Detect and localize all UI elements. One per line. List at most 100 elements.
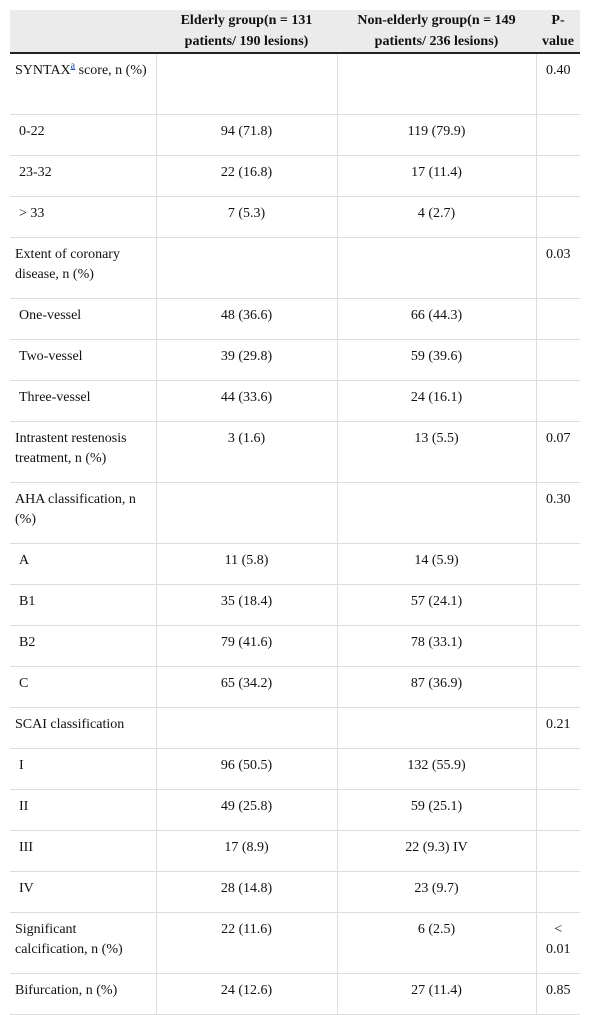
- p-value: [535, 339, 580, 381]
- nonelderly-value: 78 (33.1): [336, 625, 536, 667]
- header-nonelderly: Non-elderly group(n = 149 patients/ 236 …: [337, 10, 536, 54]
- nonelderly-value: 4 (2.7): [336, 196, 536, 238]
- p-value: [535, 380, 580, 422]
- row-label: B1: [10, 584, 156, 626]
- table-row: One-vessel 48 (36.6) 66 (44.3): [10, 298, 580, 340]
- row-label: Bifurcation, n (%): [10, 973, 156, 1015]
- p-value: [535, 789, 580, 831]
- p-value: [535, 114, 580, 156]
- p-value: [535, 830, 580, 872]
- elderly-value: [155, 53, 337, 115]
- table-row: > 33 7 (5.3) 4 (2.7): [10, 196, 580, 238]
- row-label: 0-22: [10, 114, 156, 156]
- row-label: A: [10, 543, 156, 585]
- elderly-value: 24 (12.6): [155, 973, 337, 1015]
- nonelderly-value: 57 (24.1): [336, 584, 536, 626]
- elderly-value: 22 (11.6): [155, 912, 337, 974]
- elderly-value: 11 (5.8): [155, 543, 337, 585]
- p-value: 0.85: [535, 973, 580, 1015]
- p-value: [535, 196, 580, 238]
- nonelderly-value: 119 (79.9): [336, 114, 536, 156]
- nonelderly-value: 59 (39.6): [336, 339, 536, 381]
- elderly-value: 48 (36.6): [155, 298, 337, 340]
- table-row: Two-vessel 39 (29.8) 59 (39.6): [10, 339, 580, 381]
- elderly-value: 22 (16.8): [155, 155, 337, 197]
- nonelderly-value: 132 (55.9): [336, 748, 536, 790]
- elderly-value: 3 (1.6): [155, 421, 337, 483]
- footnote-link[interactable]: a: [70, 60, 76, 72]
- header-variable: [10, 10, 156, 54]
- row-label: Intrastent restenosis treatment, n (%): [10, 421, 156, 483]
- table-row: Three-vessel 44 (33.6) 24 (16.1): [10, 380, 580, 422]
- p-value: [535, 666, 580, 708]
- table-row: 0-22 94 (71.8) 119 (79.9): [10, 114, 580, 156]
- header-elderly: Elderly group(n = 131 patients/ 190 lesi…: [156, 10, 337, 54]
- row-label: C: [10, 666, 156, 708]
- nonelderly-value: [336, 707, 536, 749]
- elderly-value: [155, 707, 337, 749]
- header-p-value: P-value: [536, 10, 580, 54]
- p-value: [535, 871, 580, 913]
- table-row: Extent of coronary disease, n (%) 0.03: [10, 237, 580, 299]
- elderly-value: 35 (18.4): [155, 584, 337, 626]
- elderly-value: 39 (29.8): [155, 339, 337, 381]
- p-value: < 0.01: [535, 912, 580, 974]
- row-label: I: [10, 748, 156, 790]
- nonelderly-value: 59 (25.1): [336, 789, 536, 831]
- elderly-value: 65 (34.2): [155, 666, 337, 708]
- nonelderly-value: 87 (36.9): [336, 666, 536, 708]
- row-label: IV: [10, 871, 156, 913]
- nonelderly-value: 14 (5.9): [336, 543, 536, 585]
- table-row: B2 79 (41.6) 78 (33.1): [10, 625, 580, 667]
- nonelderly-value: 17 (11.4): [336, 155, 536, 197]
- table-row: II 49 (25.8) 59 (25.1): [10, 789, 580, 831]
- table-row: Intrastent restenosis treatment, n (%) 3…: [10, 421, 580, 483]
- nonelderly-value: 66 (44.3): [336, 298, 536, 340]
- p-value: [535, 584, 580, 626]
- table-row: 23-32 22 (16.8) 17 (11.4): [10, 155, 580, 197]
- table-row: Significant calcification, n (%) 22 (11.…: [10, 912, 580, 974]
- row-label: SYNTAXa score, n (%): [10, 53, 156, 115]
- row-label: Two-vessel: [10, 339, 156, 381]
- elderly-value: 44 (33.6): [155, 380, 337, 422]
- elderly-value: 17 (8.9): [155, 830, 337, 872]
- nonelderly-value: 24 (16.1): [336, 380, 536, 422]
- p-value: 0.07: [535, 421, 580, 483]
- row-label: II: [10, 789, 156, 831]
- table-row: SCAI classification 0.21: [10, 707, 580, 749]
- p-value: 0.40: [535, 53, 580, 115]
- p-value: [535, 625, 580, 667]
- nonelderly-value: 13 (5.5): [336, 421, 536, 483]
- table-row: III 17 (8.9) 22 (9.3) IV: [10, 830, 580, 872]
- p-value: [535, 748, 580, 790]
- elderly-value: 7 (5.3): [155, 196, 337, 238]
- nonelderly-value: 27 (11.4): [336, 973, 536, 1015]
- elderly-value: 96 (50.5): [155, 748, 337, 790]
- row-label-text: SYNTAX: [15, 63, 71, 78]
- nonelderly-value: [336, 237, 536, 299]
- p-value: [535, 543, 580, 585]
- row-label: III: [10, 830, 156, 872]
- row-label: AHA classification, n (%): [10, 482, 156, 544]
- row-label: One-vessel: [10, 298, 156, 340]
- nonelderly-value: 6 (2.5): [336, 912, 536, 974]
- row-label: > 33: [10, 196, 156, 238]
- table-row: C 65 (34.2) 87 (36.9): [10, 666, 580, 708]
- nonelderly-value: 22 (9.3) IV: [336, 830, 536, 872]
- elderly-value: 94 (71.8): [155, 114, 337, 156]
- elderly-value: 28 (14.8): [155, 871, 337, 913]
- p-value: 0.03: [535, 237, 580, 299]
- elderly-value: 49 (25.8): [155, 789, 337, 831]
- table-row: IV 28 (14.8) 23 (9.7): [10, 871, 580, 913]
- table-row: A 11 (5.8) 14 (5.9): [10, 543, 580, 585]
- row-label-text: score, n (%): [75, 63, 147, 78]
- table-row: I 96 (50.5) 132 (55.9): [10, 748, 580, 790]
- table-row: Bifurcation, n (%) 24 (12.6) 27 (11.4) 0…: [10, 973, 580, 1015]
- row-label: 23-32: [10, 155, 156, 197]
- row-label: B2: [10, 625, 156, 667]
- table-row: AHA classification, n (%) 0.30: [10, 482, 580, 544]
- p-value: [535, 298, 580, 340]
- row-label: Significant calcification, n (%): [10, 912, 156, 974]
- table-row: B1 35 (18.4) 57 (24.1): [10, 584, 580, 626]
- results-table: Elderly group(n = 131 patients/ 190 lesi…: [10, 10, 580, 1015]
